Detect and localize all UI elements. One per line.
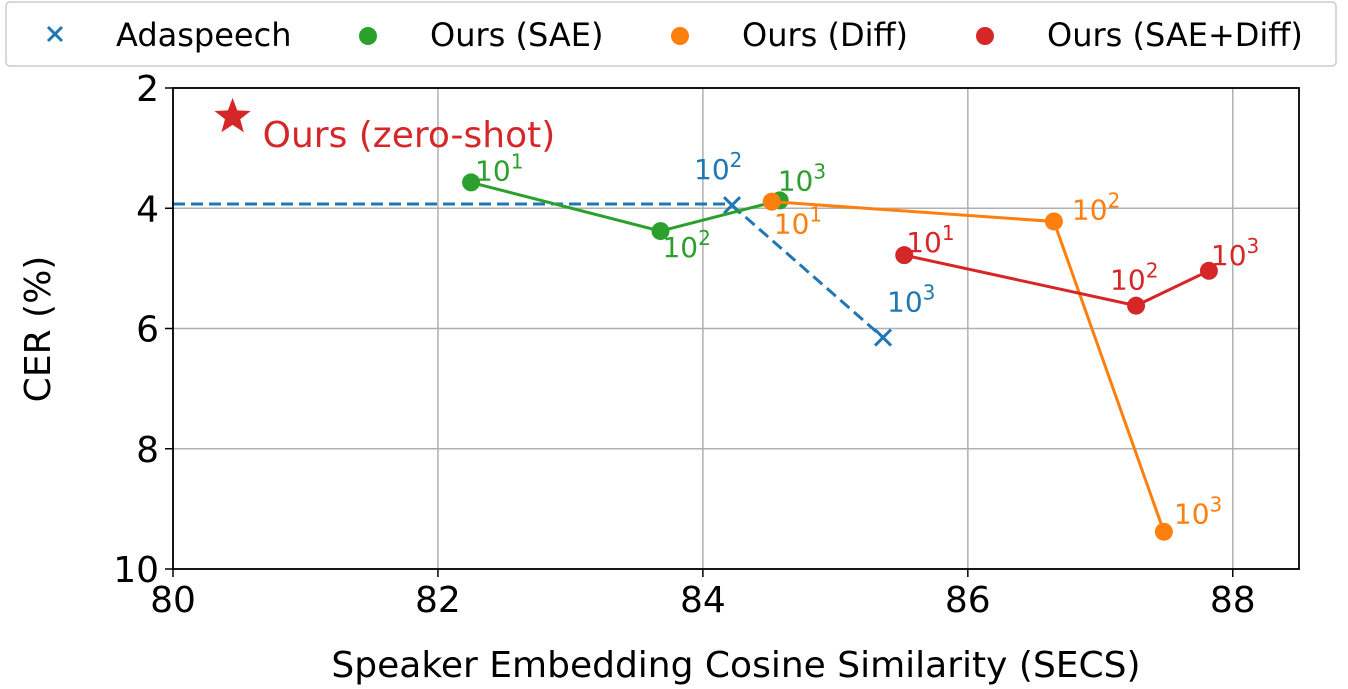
series-layer: 102 103 101 102 103 101 102 103 101 102 103 (173, 148, 1259, 541)
legend-label-ours-diff: Ours (Diff) (742, 16, 908, 54)
legend-entry-ours-sae-diff: Ours (SAE+Diff) (976, 16, 1303, 54)
y-tick-label: 2 (136, 69, 159, 110)
data-point (1154, 522, 1173, 541)
data-label: 103 (1211, 234, 1259, 272)
x-tick-label: 84 (680, 580, 726, 621)
legend-frame (5, 1, 1337, 67)
data-point (651, 222, 670, 241)
series-ours-sae: 101 102 103 (462, 149, 826, 264)
legend-marker-ours-sae-diff (976, 27, 994, 45)
data-label: 102 (1072, 188, 1120, 226)
data-point (873, 328, 893, 347)
y-axis-ticks: 2 4 6 8 10 (113, 69, 173, 591)
data-label: 102 (1110, 259, 1158, 297)
legend-label-adaspeech: Adaspeech (116, 16, 291, 54)
data-point (895, 246, 914, 265)
data-label: 102 (662, 226, 710, 264)
series-adaspeech-line (731, 204, 885, 339)
legend-marker-ours-diff (671, 27, 689, 45)
data-label: 103 (1174, 493, 1222, 531)
legend-entry-ours-sae: Ours (SAE) (359, 16, 603, 54)
data-label: 103 (778, 159, 826, 197)
annotation-layer: Ours (zero-shot) (214, 97, 556, 156)
data-point (1044, 212, 1063, 231)
x-axis-label: Speaker Embedding Cosine Similarity (SEC… (331, 645, 1140, 686)
legend-marker-ours-sae (359, 27, 377, 45)
zero-shot-star-marker (214, 97, 251, 133)
legend-label-ours-sae: Ours (SAE) (430, 16, 603, 54)
data-point (762, 192, 781, 211)
legend: Adaspeech Ours (SAE) Ours (Diff) Ours (S… (5, 1, 1337, 67)
x-tick-label: 82 (415, 580, 461, 621)
data-point (462, 173, 481, 192)
legend-entry-adaspeech: Adaspeech (46, 16, 291, 54)
data-point (1199, 261, 1218, 280)
y-tick-label: 8 (136, 430, 159, 471)
data-label: 103 (887, 281, 935, 319)
legend-marker-adaspeech (46, 25, 64, 43)
y-tick-label: 6 (136, 310, 159, 351)
data-label: 102 (694, 148, 742, 186)
x-tick-label: 80 (150, 580, 196, 621)
legend-label-ours-sae-diff: Ours (SAE+Diff) (1047, 16, 1303, 54)
data-label: 101 (475, 149, 523, 187)
legend-entry-ours-diff: Ours (Diff) (671, 16, 908, 54)
series-ours-diff: 101 102 103 (762, 188, 1222, 541)
series-ours-sae-diff: 101 102 103 (895, 221, 1259, 315)
x-tick-label: 86 (945, 580, 991, 621)
x-tick-label: 88 (1210, 580, 1256, 621)
zero-shot-annotation: Ours (zero-shot) (263, 115, 556, 156)
x-axis-ticks: 80 82 84 86 88 (150, 569, 1256, 621)
y-axis-label: CER (%) (18, 256, 59, 403)
y-tick-label: 10 (113, 550, 159, 591)
data-point (1127, 296, 1146, 315)
data-label: 101 (906, 221, 954, 259)
y-tick-label: 4 (136, 189, 159, 230)
data-label: 101 (774, 203, 822, 241)
series-adaspeech: 102 103 (173, 148, 935, 347)
